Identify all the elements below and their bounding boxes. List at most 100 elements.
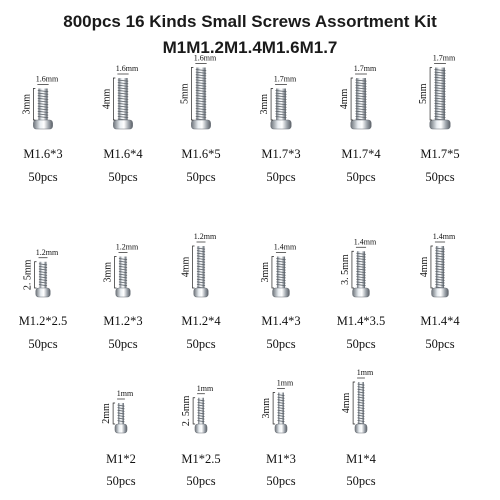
screw-thread	[277, 420, 285, 423]
screw-thread	[357, 383, 365, 386]
screw-thread	[197, 412, 205, 415]
screw-M1-3: 1mm 3mm	[261, 379, 294, 434]
screw-thread	[434, 92, 446, 95]
length-dimension-bracket	[272, 392, 276, 425]
screw-thread	[117, 92, 129, 95]
screw-thread	[117, 110, 129, 113]
screw-thread	[38, 278, 48, 281]
screw-size-label: M1.2*3	[103, 314, 143, 328]
screw-thread	[195, 113, 207, 116]
length-dimension-label: 3mm	[103, 262, 114, 283]
screw-quantity-label: 50pcs	[346, 337, 376, 351]
screw-thread	[195, 110, 207, 113]
screw-thread	[118, 258, 128, 261]
screw-thread	[195, 92, 207, 95]
length-dimension-label: 3mm	[261, 398, 272, 419]
screw-thread	[275, 95, 287, 98]
screw-head	[352, 287, 370, 298]
screw-thread	[435, 250, 445, 253]
screw-thread	[277, 414, 285, 417]
length-dimension-bracket	[429, 67, 433, 121]
screw-M1-6-5: 1.6mm 5mm	[179, 54, 217, 130]
screw-M1-7-5: 1.7mm 5mm	[418, 54, 456, 130]
screw-thread	[356, 268, 366, 271]
screw-thread	[117, 97, 129, 100]
width-dimension-label: 1mm	[277, 379, 294, 388]
length-dimension-label: 3mm	[260, 262, 271, 283]
screw-size-label: M1.4*3	[261, 314, 301, 328]
screw-thread	[435, 268, 445, 271]
screw-thread	[117, 82, 129, 85]
screw-size-label: M1.4*4	[420, 314, 460, 328]
screw-thread	[355, 84, 367, 87]
screw-thread	[37, 92, 49, 95]
screw-size-label: M1.6*3	[23, 147, 63, 161]
screw-thread	[195, 97, 207, 100]
screw-thread	[275, 97, 287, 100]
screw-thread	[277, 409, 285, 412]
screw-thread	[355, 108, 367, 111]
screw-head	[429, 119, 451, 130]
screw-size-label: M1*2	[106, 452, 136, 466]
screw-thread	[38, 263, 48, 266]
screw-thread	[275, 110, 287, 113]
screw-thread	[434, 95, 446, 98]
screw-M1-7-3: 1.7mm 3mm	[259, 75, 297, 130]
screw-head	[193, 287, 209, 298]
screw-thread	[356, 281, 366, 284]
screw-thread	[197, 404, 205, 407]
screw-M1-6-4: 1.6mm 4mm	[101, 64, 139, 130]
length-dimension-label: 3mm	[21, 94, 32, 115]
screw-quantity-label: 50pcs	[346, 474, 376, 488]
screw-thread	[117, 105, 129, 108]
screw-thread	[195, 79, 207, 82]
screw-thread	[276, 258, 286, 261]
screw-thread	[196, 273, 206, 276]
screw-thread	[117, 84, 129, 87]
width-dimension-label: 1.4mm	[433, 232, 456, 241]
screw-thread	[196, 258, 206, 260]
size-range-title: M1M1.2M1.4M1.6M1.7	[162, 38, 338, 57]
screw-quantity-label: 50pcs	[106, 474, 136, 488]
length-dimension-label: 4mm	[419, 257, 430, 278]
screw-thread	[434, 97, 446, 100]
screw-quantity-label: 50pcs	[108, 170, 138, 184]
screw-M1-4-3: 1.4mm 3mm	[260, 243, 297, 298]
screw-thread	[196, 268, 206, 271]
screw-thread	[117, 87, 129, 90]
screw-thread	[355, 100, 367, 103]
screw-thread	[38, 268, 48, 271]
screw-thread	[434, 115, 446, 118]
screw-thread	[195, 105, 207, 108]
screw-size-label: M1*2.5	[181, 452, 221, 466]
screw-thread	[435, 284, 445, 286]
length-dimension-label: 4mm	[339, 89, 350, 110]
screw-thread	[435, 258, 445, 260]
screw-thread	[275, 105, 287, 108]
screw-thread	[357, 404, 365, 407]
product-title: 800pcs 16 Kinds Small Screws Assortment …	[63, 12, 437, 31]
length-dimension-label: 2. 5mm	[181, 395, 192, 426]
screw-thread	[356, 276, 366, 279]
screw-thread	[356, 252, 366, 255]
length-dimension-bracket	[112, 402, 116, 425]
length-dimension-label: 3mm	[259, 94, 270, 115]
screw-thread	[276, 260, 286, 263]
screw-thread	[117, 417, 125, 420]
screw-thread	[118, 265, 128, 268]
screw-thread	[38, 273, 48, 276]
screw-size-label: M1.6*4	[103, 147, 143, 161]
screw-thread	[355, 103, 367, 105]
screw-thread	[196, 278, 206, 281]
screw-thread	[434, 108, 446, 111]
screw-thread	[355, 105, 367, 108]
screw-thread	[117, 113, 129, 116]
screw-thread	[197, 420, 205, 423]
screw-thread	[277, 399, 285, 402]
length-dimension-bracket	[270, 88, 274, 121]
screw-thread	[435, 271, 445, 273]
screw-thread	[434, 100, 446, 103]
screw-size-label: M1.2*2.5	[18, 314, 68, 328]
